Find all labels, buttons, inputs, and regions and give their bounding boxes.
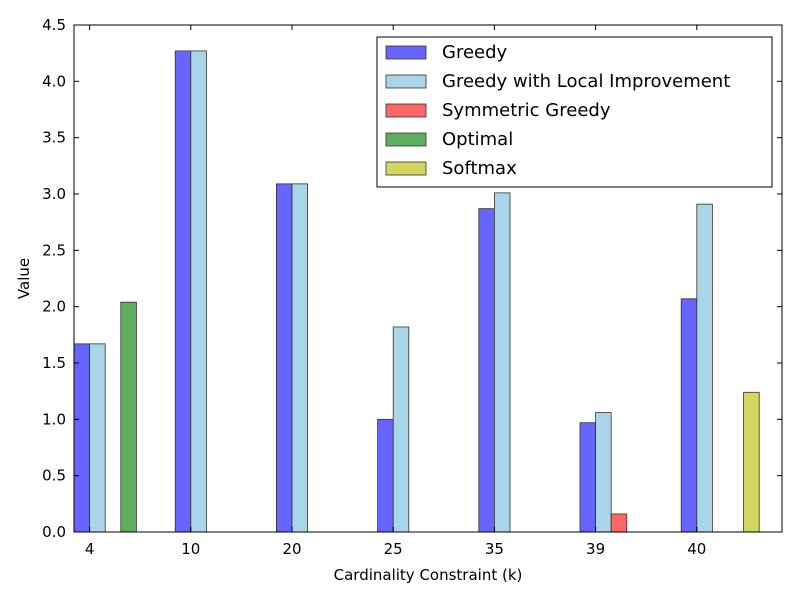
- legend-swatch: [385, 74, 427, 89]
- x-tick-label: 10: [181, 540, 200, 558]
- bars-layer: [73, 50, 760, 533]
- y-tick-label: 3.5: [42, 129, 66, 147]
- bar-softmax-40: [743, 391, 760, 533]
- legend: Greedy Greedy with Local Improvement Symme…: [376, 36, 773, 188]
- y-tick-label: 4.5: [42, 16, 66, 34]
- y-tick-label: 0.5: [42, 467, 66, 485]
- bar-greedy-10: [174, 50, 192, 533]
- x-tick-label: 35: [485, 540, 504, 558]
- legend-label: Optimal: [442, 129, 513, 150]
- y-tick-label: 3.0: [42, 185, 66, 203]
- y-axis: 0.0 0.5 1.0 1.5 2.0 2.5 3.0 3.5 4.0 4.5: [42, 16, 782, 541]
- bar-greedy-with-local-improvement-35: [493, 192, 511, 533]
- y-tick-label: 4.0: [42, 72, 66, 90]
- x-tick-label: 39: [586, 540, 605, 558]
- bar-greedy-with-local-improvement-25: [392, 326, 410, 533]
- legend-swatch: [385, 103, 427, 118]
- x-tick-label: 4: [85, 540, 95, 558]
- bar-greedy-39: [579, 422, 597, 533]
- bar-greedy-40: [680, 298, 698, 533]
- bar-greedy-35: [478, 208, 495, 533]
- legend-swatch: [385, 45, 427, 60]
- y-tick-label: 1.0: [42, 410, 66, 428]
- bar-greedy-with-local-improvement-10: [190, 50, 207, 533]
- legend-swatch: [385, 132, 427, 147]
- bar-greedy-4: [73, 343, 91, 533]
- legend-label: Softmax: [442, 158, 517, 179]
- x-axis: 4 10 20 25 35 39 40: [85, 25, 706, 558]
- y-tick-label: 1.5: [42, 354, 66, 372]
- bar-greedy-with-local-improvement-4: [89, 343, 106, 533]
- bar-greedy-with-local-improvement-40: [696, 203, 713, 533]
- y-tick-label: 0.0: [42, 523, 66, 541]
- legend-label: Greedy with Local Improvement: [442, 71, 730, 92]
- legend-label: Greedy: [442, 42, 508, 63]
- y-axis-label: Value: [15, 258, 33, 299]
- bar-greedy-with-local-improvement-39: [595, 412, 612, 533]
- bar-greedy-with-local-improvement-20: [291, 183, 309, 533]
- x-tick-label: 20: [282, 540, 301, 558]
- bar-optimal-4: [120, 301, 137, 533]
- bar-greedy-25: [377, 418, 394, 533]
- legend-label: Symmetric Greedy: [442, 100, 611, 121]
- x-axis-label: Cardinality Constraint (k): [334, 566, 523, 584]
- bar-greedy-20: [275, 183, 293, 533]
- x-tick-label: 25: [384, 540, 403, 558]
- y-tick-label: 2.0: [42, 298, 66, 316]
- bar-symmetric-greedy-39: [610, 513, 628, 533]
- plot-frame: [73, 24, 783, 533]
- legend-box: [376, 36, 773, 188]
- y-tick-label: 2.5: [42, 241, 66, 259]
- x-tick-label: 40: [687, 540, 706, 558]
- legend-swatch: [385, 161, 427, 176]
